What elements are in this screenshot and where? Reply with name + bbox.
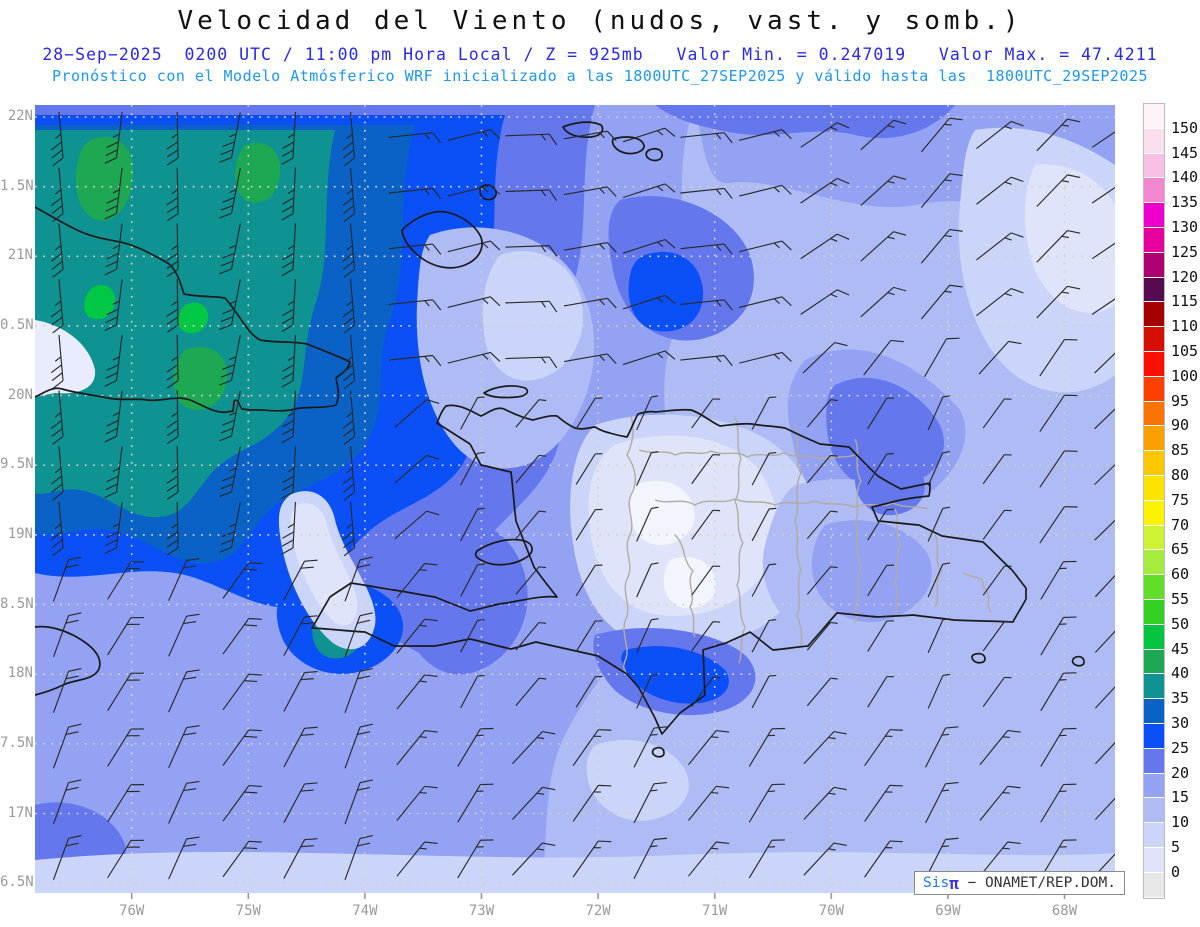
lon-tick-label: 74W <box>352 903 378 919</box>
colorbar-cell <box>1144 848 1164 872</box>
colorbar-tick-label: 110 <box>1171 317 1199 336</box>
colorbar-tick-label: 30 <box>1171 714 1190 732</box>
colorbar-cell <box>1144 649 1164 674</box>
lat-tick-label: 22N <box>7 108 33 124</box>
colorbar-tick-label: 80 <box>1171 466 1190 484</box>
colorbar-tick-label: 115 <box>1171 292 1199 311</box>
colorbar-cell <box>1144 550 1164 575</box>
wind-barbs <box>50 111 1115 880</box>
colorbar-cell <box>1144 525 1164 550</box>
colorbar-tick-label: 95 <box>1171 391 1190 410</box>
colorbar-tick-label: 35 <box>1171 689 1190 708</box>
lat-tick-label: 9.5N <box>0 456 34 473</box>
colorbar-tick-label: 100 <box>1171 366 1199 385</box>
colorbar-tick-label: 105 <box>1171 342 1199 360</box>
colorbar-cell <box>1144 575 1164 599</box>
colorbar-tick-label: 135 <box>1171 193 1199 212</box>
colorbar-cell <box>1144 600 1164 624</box>
colorbar-cell <box>1144 724 1164 748</box>
colorbar-cell <box>1144 798 1164 823</box>
colorbar-tick-label: 90 <box>1171 416 1190 435</box>
colorbar-cell <box>1144 500 1164 525</box>
sispi-logo-text: Sis <box>923 875 950 891</box>
model-init-line: Pronóstico con el Modelo Atmósferico WRF… <box>51 67 1149 85</box>
colorbar-cell <box>1144 376 1164 401</box>
wind-speed-map <box>35 105 1115 899</box>
colorbar-tick-label: 5 <box>1171 838 1181 856</box>
colorbar-cell <box>1144 773 1164 798</box>
colorbar-tick-label: 15 <box>1171 788 1190 807</box>
colorbar-cell <box>1144 178 1164 203</box>
lon-tick-label: 68W <box>1051 903 1078 919</box>
lat-tick-label: 17N <box>7 804 33 821</box>
lat-tick-label: 20N <box>7 386 33 403</box>
lat-tick-label: 6.5N <box>0 874 34 891</box>
colorbar-cell <box>1144 228 1164 252</box>
lon-tick-label: 70W <box>818 903 844 919</box>
colorbar-cell <box>1144 699 1164 723</box>
colorbar-tick-label: 85 <box>1171 441 1190 460</box>
colorbar-cell <box>1144 451 1164 475</box>
colorbar-cell <box>1144 302 1164 327</box>
colorbar-tick-label: 130 <box>1171 218 1199 236</box>
branding-watermark: Sis π − ONAMET/REP.DOM. <box>914 871 1125 895</box>
wind-speed-colorbar <box>1143 103 1165 899</box>
colorbar-tick-label: 75 <box>1171 490 1190 509</box>
lat-tick-label: 7.5N <box>0 734 34 751</box>
colorbar-tick-label: 60 <box>1171 565 1190 584</box>
colorbar-cell <box>1144 823 1164 847</box>
coastlines <box>35 121 1085 758</box>
colorbar-cell <box>1144 128 1164 153</box>
lat-tick-label: 18N <box>7 665 33 682</box>
colorbar-cell <box>1144 252 1164 277</box>
province-borders <box>623 415 992 675</box>
lat-tick-label: 0.5N <box>0 316 34 333</box>
colorbar-tick-label: 20 <box>1171 763 1190 782</box>
pi-symbol-icon: π <box>949 873 959 893</box>
lon-tick-label: 71W <box>702 903 728 919</box>
colorbar-cell <box>1144 327 1164 351</box>
colorbar-tick-label: 125 <box>1171 242 1199 261</box>
lon-tick-label: 75W <box>235 903 261 919</box>
colorbar-tick-label: 0 <box>1171 862 1181 881</box>
colorbar-cell <box>1144 674 1164 699</box>
colorbar-cell <box>1144 203 1164 227</box>
colorbar-tick-label: 140 <box>1171 168 1199 187</box>
colorbar-tick-label: 45 <box>1171 639 1190 658</box>
colorbar-tick-label: 55 <box>1171 590 1190 608</box>
colorbar-cell <box>1144 426 1164 451</box>
colorbar-cell <box>1144 872 1164 897</box>
colorbar-tick-label: 70 <box>1171 515 1190 534</box>
lat-tick-label: 21N <box>7 247 33 264</box>
page-title: Velocidad del Viento (nudos, vast. y som… <box>177 6 1023 36</box>
colorbar-cell <box>1144 153 1164 178</box>
lat-tick-label: 8.5N <box>0 595 34 612</box>
colorbar-tick-label: 150 <box>1171 118 1199 137</box>
valid-time-line: 28−Sep−2025 0200 UTC / 11:00 pm Hora Loc… <box>42 45 1158 64</box>
colorbar-tick-label: 50 <box>1171 614 1190 633</box>
lat-tick-label: 19N <box>7 525 33 542</box>
colorbar-cell <box>1144 476 1164 500</box>
agency-label: − ONAMET/REP.DOM. <box>958 875 1116 891</box>
wind-field <box>35 105 1115 893</box>
lat-tick-label: 1.5N <box>0 177 34 194</box>
colorbar-cell <box>1144 624 1164 649</box>
lon-tick-label: 69W <box>935 903 961 919</box>
colorbar-tick-label: 40 <box>1171 664 1190 683</box>
colorbar-cell <box>1144 748 1164 773</box>
colorbar-cell <box>1144 277 1164 302</box>
lon-tick-label: 73W <box>468 903 495 919</box>
colorbar-tick-label: 145 <box>1171 143 1199 162</box>
lon-tick-label: 72W <box>585 903 611 919</box>
colorbar-tick-label: 10 <box>1171 813 1190 832</box>
graticule <box>35 105 1115 899</box>
colorbar-cell <box>1144 104 1164 128</box>
colorbar-cell <box>1144 352 1164 376</box>
lon-tick-label: 76W <box>119 903 145 919</box>
colorbar-tick-label: 65 <box>1171 540 1190 559</box>
colorbar-cell <box>1144 401 1164 426</box>
colorbar-tick-label: 25 <box>1171 738 1190 757</box>
colorbar-tick-label: 120 <box>1171 267 1199 286</box>
